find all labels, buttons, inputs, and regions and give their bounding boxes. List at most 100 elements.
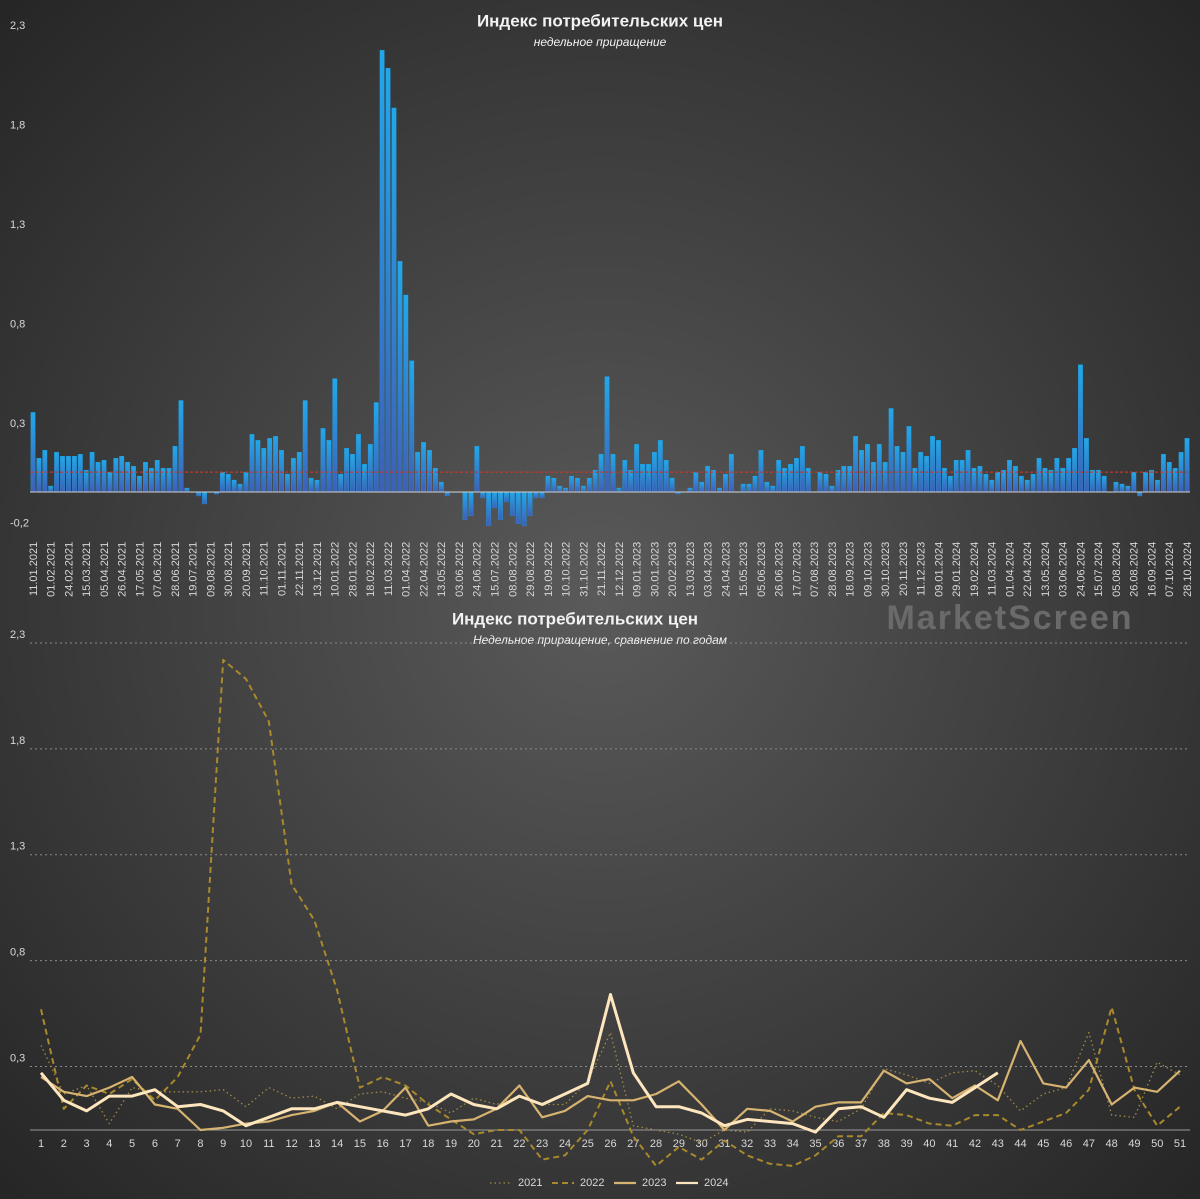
x-tick-label: 9 [220,1138,226,1150]
x-tick-label: 24.02.2021 [63,542,75,597]
bar [498,491,503,521]
bar [1113,481,1119,493]
series-line [40,1031,1181,1144]
bar [468,491,474,517]
x-tick-label: 13.05.2022 [436,542,448,597]
x-tick-label: 49 [1128,1138,1140,1150]
bar [1078,364,1083,493]
bar [308,477,314,493]
x-tick-label: 24.04.2023 [720,542,732,597]
bar [184,487,190,493]
bar [137,475,142,493]
y-tick-label: 1,3 [10,841,25,853]
bar [853,436,859,493]
x-tick-label: 13.05.2024 [1040,542,1052,597]
x-tick-label: 37 [855,1138,867,1150]
bar [474,446,480,493]
x-tick-label: 26.08.2024 [1129,542,1141,597]
x-tick-label: 1 [38,1138,44,1150]
x-tick-label: 30.01.2023 [649,542,661,597]
bar [1066,458,1072,493]
chart-title: Индекс потребительских цен [452,609,698,628]
x-tick-label: 22.04.2024 [1022,542,1034,597]
x-tick-label: 01.04.2022 [401,542,413,597]
bar [367,444,373,493]
bar [930,436,935,493]
x-tick-label: 34 [787,1138,799,1150]
x-tick-label: 26 [604,1138,616,1150]
bar [285,473,290,493]
x-tick-label: 03.06.2024 [1058,542,1070,597]
bar [290,458,296,493]
bar [882,461,888,493]
series-line [40,658,1181,1167]
legend-label: 2023 [642,1177,666,1189]
bar [1166,461,1172,493]
y-tick-label: 0,3 [10,418,25,430]
bar [995,471,1001,493]
bar [509,491,515,517]
bar [237,483,243,493]
x-tick-label: 05.06.2023 [756,542,768,597]
x-tick-label: 7 [175,1138,181,1150]
bar [569,475,574,493]
x-tick-label: 15.03.2021 [81,542,93,597]
bar [640,463,645,493]
x-tick-label: 18.02.2022 [365,542,377,597]
x-tick-label: 44 [1014,1138,1026,1150]
x-tick-label: 6 [152,1138,158,1150]
x-tick-label: 15.05.2023 [738,542,750,597]
bar [563,487,569,493]
x-tick-label: 23 [536,1138,548,1150]
bar [71,456,77,493]
bar [533,491,539,499]
bar [326,440,332,493]
bar [178,400,184,493]
bar [799,446,805,493]
x-tick-label: 51 [1174,1138,1186,1150]
bar [959,460,965,493]
bar [101,460,107,493]
x-tick-label: 11.03.2024 [987,542,999,596]
x-tick-label: 07.06.2021 [152,542,164,597]
chart-title: Индекс потребительских цен [477,11,723,30]
bar [1125,485,1131,493]
bar [539,491,545,499]
bar [1155,479,1160,493]
bar [1007,460,1012,493]
bar [622,460,628,493]
x-tick-label: 16.09.2024 [1146,542,1158,597]
bar [924,456,930,493]
y-tick-label: 1,8 [10,120,25,132]
bar [504,491,509,503]
chart-subtitle: Недельное приращение, сравнение по годам [473,633,727,647]
bar [438,481,444,493]
x-tick-label: 36 [832,1138,844,1150]
bar [557,485,563,493]
x-tick-label: 19.02.2024 [969,542,981,597]
bar [1160,454,1166,493]
x-tick-label: 15.07.2022 [489,542,501,597]
y-tick-label: 1,8 [10,735,25,747]
bar [859,450,864,493]
x-tick-label: 39 [901,1138,913,1150]
bar [794,458,799,493]
bar [231,479,237,493]
y-tick-label: 0,8 [10,319,25,331]
x-tick-label: 24.06.2024 [1075,542,1087,597]
x-tick-label: 4 [106,1138,112,1150]
bar [669,477,675,493]
bar [1131,471,1137,493]
x-tick-label: 13 [308,1138,320,1150]
x-tick-label: 25 [582,1138,594,1150]
bar [255,440,261,493]
bar [131,465,136,493]
x-tick-label: 17.07.2023 [791,542,803,597]
x-tick-label: 50 [1151,1138,1163,1150]
bar [36,458,42,493]
bar [320,428,326,493]
bar [119,456,125,493]
bar [113,458,119,493]
